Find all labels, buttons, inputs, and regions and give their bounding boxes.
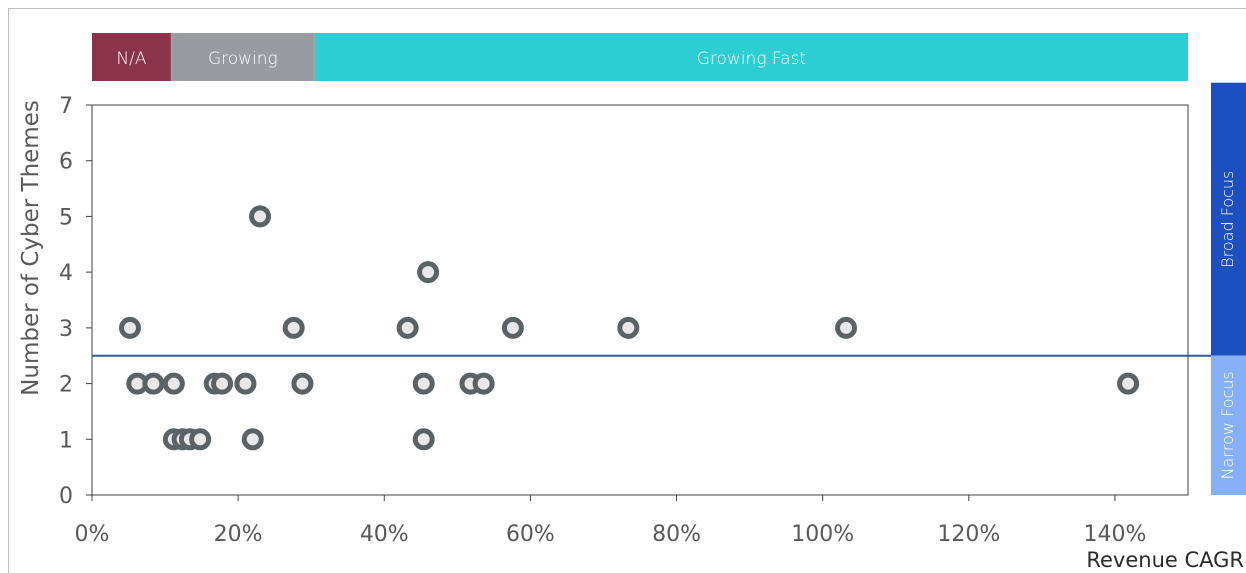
growth-category-bands: N/A Growing Growing Fast bbox=[92, 33, 1188, 81]
focus-category-bands: Broad Focus Narrow Focus bbox=[1211, 82, 1246, 495]
data-point bbox=[835, 316, 858, 339]
x-tick-label: 20% bbox=[214, 522, 263, 547]
y-tick-label: 5 bbox=[59, 205, 73, 230]
chart-frame bbox=[8, 8, 1246, 573]
data-point bbox=[501, 316, 524, 339]
band-label: Growing bbox=[208, 49, 278, 69]
data-point bbox=[162, 372, 185, 395]
y-tick-label: 7 bbox=[59, 94, 73, 119]
data-point bbox=[249, 205, 272, 228]
x-tick-label: 140% bbox=[1083, 522, 1146, 547]
data-point bbox=[472, 372, 495, 395]
y-tick-label: 2 bbox=[59, 373, 73, 398]
y-tick-label: 0 bbox=[59, 484, 73, 509]
y-axis-ticks: 0 1 2 3 4 5 6 7 bbox=[59, 94, 92, 509]
data-points bbox=[118, 205, 1140, 451]
y-tick-label: 3 bbox=[59, 317, 73, 342]
data-point bbox=[142, 372, 165, 395]
band-broad-focus bbox=[1211, 82, 1246, 356]
y-axis-label: Number of Cyber Themes bbox=[18, 100, 44, 396]
data-point bbox=[396, 316, 419, 339]
data-point bbox=[241, 428, 264, 451]
x-tick-label: 120% bbox=[937, 522, 1000, 547]
band-narrow-focus bbox=[1211, 355, 1246, 495]
data-point bbox=[417, 261, 440, 284]
x-tick-label: 60% bbox=[506, 522, 555, 547]
band-n-a bbox=[92, 33, 171, 81]
band-label: N/A bbox=[116, 49, 146, 69]
band-label: Growing Fast bbox=[697, 49, 806, 69]
x-tick-label: 80% bbox=[652, 522, 701, 547]
data-point bbox=[412, 372, 435, 395]
x-tick-label: 0% bbox=[75, 522, 110, 547]
x-tick-label: 100% bbox=[791, 522, 854, 547]
data-point bbox=[118, 316, 141, 339]
data-point bbox=[189, 428, 212, 451]
data-point bbox=[617, 316, 640, 339]
y-tick-label: 4 bbox=[59, 261, 73, 286]
data-point bbox=[412, 428, 435, 451]
data-point bbox=[234, 372, 257, 395]
band-growing-fast bbox=[314, 33, 1188, 81]
data-point bbox=[1117, 372, 1140, 395]
band-label: Narrow Focus bbox=[1218, 371, 1237, 479]
data-point bbox=[291, 372, 314, 395]
plot-area bbox=[91, 104, 1189, 496]
data-point bbox=[282, 316, 305, 339]
band-label: Broad Focus bbox=[1218, 171, 1237, 268]
x-axis-label: Revenue CAGR bbox=[1086, 548, 1244, 572]
band-growing bbox=[170, 33, 315, 81]
data-point bbox=[211, 372, 234, 395]
x-axis-ticks: 0% 20% 40% 60% 80% 100% 120% 140% bbox=[75, 495, 1146, 547]
x-tick-label: 40% bbox=[360, 522, 409, 547]
y-tick-label: 6 bbox=[59, 150, 73, 175]
y-tick-label: 1 bbox=[59, 428, 73, 453]
